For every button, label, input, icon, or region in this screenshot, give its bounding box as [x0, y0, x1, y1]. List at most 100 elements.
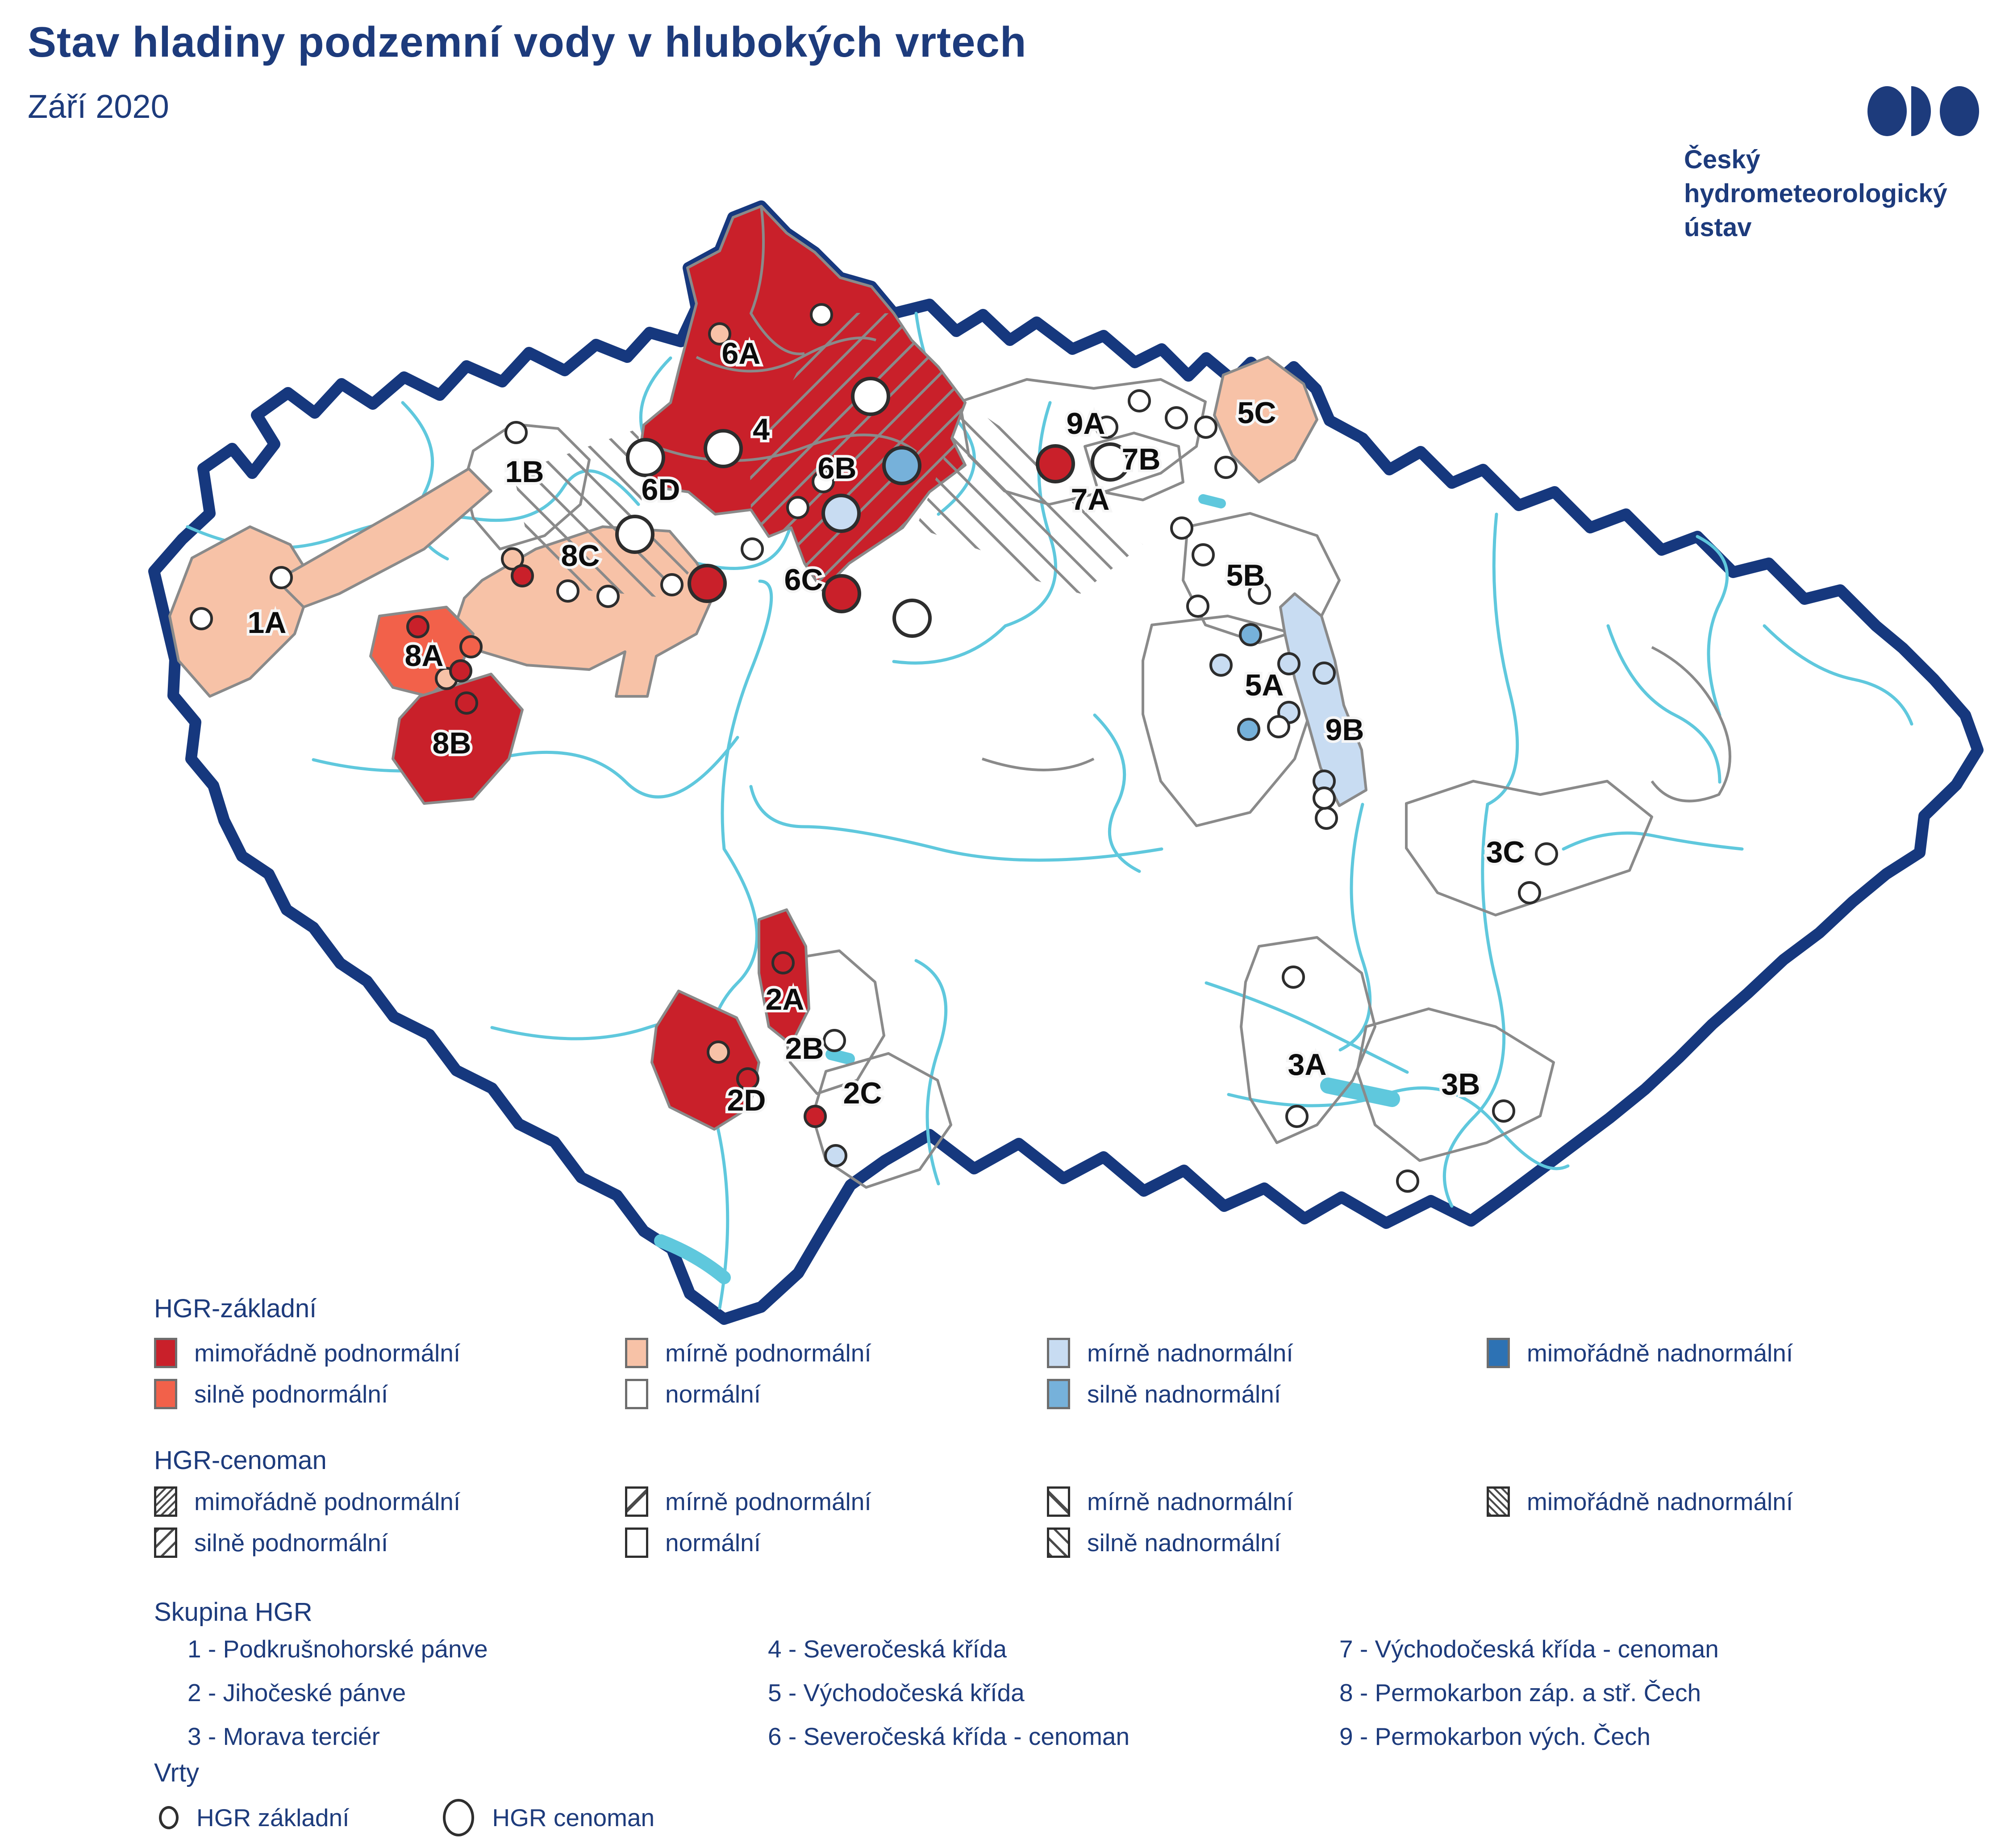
legend-swatch-icon [1487, 1486, 1510, 1517]
chmi-logo-icon [1867, 86, 1979, 136]
well-cenoman [704, 429, 743, 468]
legend-label: mírně nadnormální [1087, 1488, 1293, 1515]
hgr-group-item: 6 - Severočeská křída - cenoman [768, 1723, 1130, 1750]
well-cenoman [1091, 442, 1130, 482]
region-1A-strip [275, 467, 492, 608]
well-basic [1128, 389, 1151, 412]
well-cenoman [688, 564, 727, 603]
page-subtitle: Září 2020 [28, 88, 169, 125]
well-basic [1285, 1105, 1309, 1128]
legend-item: silně nadnormální [1047, 1379, 1487, 1409]
well-basic [1170, 516, 1193, 540]
legend-item: mimořádně nadnormální [1487, 1486, 1793, 1517]
region-label-3B: 3B [1442, 1067, 1480, 1101]
well-basic [823, 1029, 846, 1052]
region-label-2C: 2C [843, 1076, 882, 1110]
region-8B [392, 673, 524, 805]
region-5C [1213, 356, 1318, 483]
well-cenoman [892, 599, 932, 638]
legend-swatch-icon [154, 1379, 177, 1409]
region-label-8A: 8A [405, 639, 444, 673]
legend-label: silně podnormální [194, 1380, 388, 1408]
region-label-3A: 3A [1288, 1048, 1327, 1082]
well-basic [1237, 718, 1260, 741]
region-label-1A: 1A [248, 606, 287, 640]
region-label-9B: 9B [1325, 713, 1364, 747]
well-basic [596, 585, 620, 608]
legend-swatch-icon [154, 1528, 177, 1558]
well-basic [741, 537, 764, 561]
well-cenoman [626, 438, 665, 477]
well-basic [1315, 807, 1338, 830]
wells-layer [190, 303, 1558, 1193]
page-title: Stav hladiny podzemní vody v hlubokých v… [28, 18, 1027, 66]
well-basic [1492, 1099, 1515, 1123]
legend-label: mírně podnormální [665, 1339, 871, 1367]
legend-item: mimořádně nadnormální [1487, 1338, 1793, 1368]
legend-item: mírně podnormální [625, 1486, 1047, 1517]
well-basic [1518, 881, 1541, 904]
legend-swatch-icon [1047, 1379, 1070, 1409]
region-9B [1279, 592, 1367, 807]
well-basic [786, 496, 809, 519]
legend-label: mimořádně podnormální [194, 1339, 461, 1367]
well-basic [707, 1041, 730, 1064]
well-basic [771, 951, 795, 974]
legend-swatch-icon [1047, 1486, 1070, 1517]
well-basic [736, 1067, 759, 1090]
region-label-5B: 5B [1226, 558, 1265, 592]
well-large-icon [443, 1799, 475, 1836]
well-basic [1214, 456, 1238, 479]
legend-swatch-icon [154, 1338, 177, 1368]
legend-item: normální [625, 1528, 1047, 1558]
well-basic [804, 1105, 827, 1128]
region-label-6D: 6D [642, 473, 680, 507]
legend-item: mimořádně podnormální [154, 1486, 625, 1517]
legend-cenoman-heading: HGR-cenoman [154, 1446, 327, 1475]
legend-basic: mimořádně podnormální silně podnormální mí… [154, 1332, 1793, 1415]
well-basic [501, 547, 524, 570]
well-basic [449, 659, 472, 683]
legend-swatch-icon [625, 1338, 648, 1368]
region-label-2A: 2A [766, 982, 804, 1016]
well-basic [1396, 1170, 1419, 1193]
well-basic [660, 573, 684, 596]
well-cenoman [882, 446, 921, 485]
well-basic [1209, 653, 1233, 677]
legend-label: normální [665, 1380, 761, 1408]
hgr-group-item: 9 - Permokarbon vých. Čech [1339, 1723, 1651, 1750]
legend-swatch-icon [625, 1379, 648, 1409]
legend-item: silně podnormální [154, 1528, 625, 1558]
legend-swatch-icon [1487, 1338, 1510, 1368]
well-basic [824, 1144, 847, 1167]
well-small-label: HGR základní [196, 1804, 350, 1831]
legend-cenoman: mimořádně podnormální silně podnormální mí… [154, 1481, 1793, 1563]
region-label-7A: 7A [1071, 483, 1110, 516]
well-basic [1165, 406, 1188, 429]
region-label-3C: 3C [1486, 835, 1525, 869]
hgr-group-column: 7 - Východočeská křída - cenoman 8 - Perm… [1339, 1635, 1719, 1751]
legend-label: mírně nadnormální [1087, 1339, 1293, 1367]
well-small-icon [159, 1806, 179, 1829]
well-cenoman [1036, 444, 1075, 483]
legend-label: silně nadnormální [1087, 1529, 1281, 1557]
hgr-group-item: 3 - Morava terciér [188, 1723, 380, 1750]
well-basic [511, 564, 534, 587]
legend-swatch-icon [154, 1486, 177, 1517]
well-basic [1535, 842, 1558, 866]
well-basic [1282, 966, 1305, 989]
well-basic [1313, 787, 1336, 810]
well-basic [1313, 662, 1336, 685]
well-basic [1267, 715, 1290, 738]
well-basic [190, 607, 213, 630]
legend-swatch-icon [1047, 1338, 1070, 1368]
well-large-label: HGR cenoman [492, 1804, 655, 1831]
legend-label: mírně podnormální [665, 1488, 871, 1515]
region-label-8B: 8B [433, 726, 471, 760]
hgr-group-item: 7 - Východočeská křída - cenoman [1339, 1635, 1719, 1663]
well-basic [1194, 416, 1217, 439]
well-cenoman [821, 494, 861, 533]
well-cenoman [851, 377, 890, 416]
